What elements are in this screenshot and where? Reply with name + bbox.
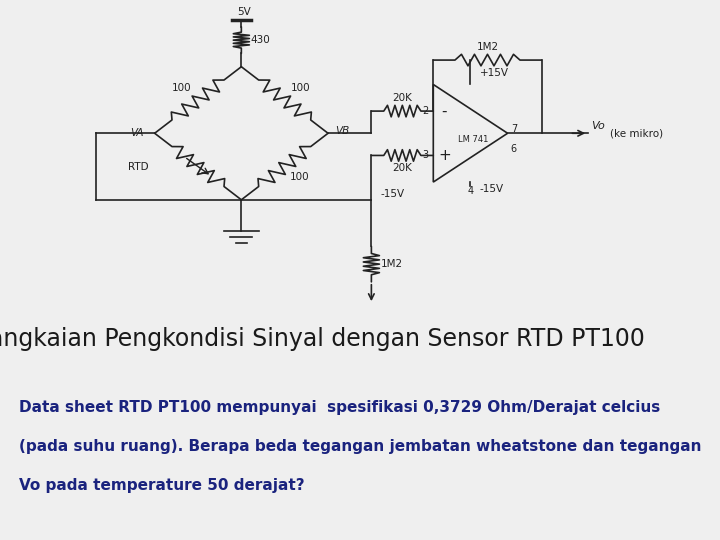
Text: 100: 100 [290,172,310,182]
Text: -15V: -15V [381,188,405,199]
Text: 1M2: 1M2 [477,42,498,52]
Text: 430: 430 [251,35,271,45]
Text: 100: 100 [172,83,192,93]
Text: 2: 2 [422,106,428,116]
Text: RTD: RTD [128,161,148,172]
Text: -: - [441,104,447,119]
Text: 100: 100 [291,83,311,93]
Text: 6: 6 [510,144,517,154]
Text: (pada suhu ruang). Berapa beda tegangan jembatan wheatstone dan tegangan: (pada suhu ruang). Berapa beda tegangan … [19,439,702,454]
Text: LM 741: LM 741 [459,136,489,144]
Text: VA: VA [130,129,143,138]
Text: -15V: -15V [480,184,504,194]
Text: Rangkaian Pengkondisi Sinyal dengan Sensor RTD PT100: Rangkaian Pengkondisi Sinyal dengan Sens… [0,327,645,350]
Text: 20K: 20K [392,93,413,103]
Text: 3: 3 [422,151,428,160]
Text: 4: 4 [467,186,474,197]
Text: VB: VB [336,126,350,136]
Text: +15V: +15V [480,68,509,78]
Text: Vo pada temperature 50 derajat?: Vo pada temperature 50 derajat? [19,478,305,493]
Text: Vo: Vo [591,121,605,131]
Text: Data sheet RTD PT100 mempunyai  spesifikasi 0,3729 Ohm/Derajat celcius: Data sheet RTD PT100 mempunyai spesifika… [19,400,660,415]
Text: 5V: 5V [238,6,251,17]
Text: 7: 7 [510,124,517,134]
Text: 1M2: 1M2 [381,259,402,269]
Text: +: + [438,148,451,163]
Text: 20K: 20K [392,164,413,173]
Text: (ke mikro): (ke mikro) [610,129,663,138]
